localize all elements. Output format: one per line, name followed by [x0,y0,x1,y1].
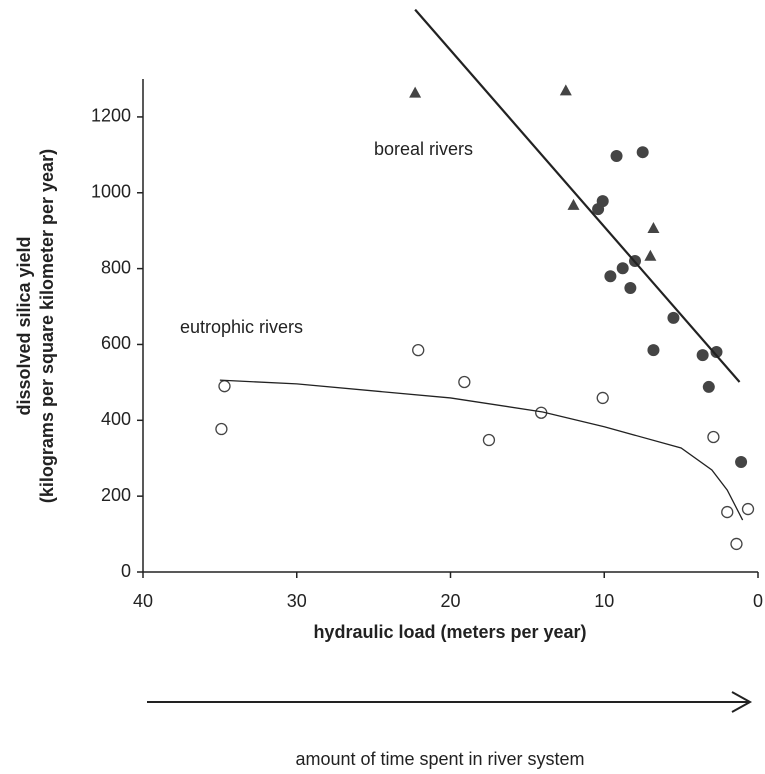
filled-point [702,380,715,393]
x-tick-label: 0 [753,591,763,611]
y-axis-label: dissolved silica yield [14,236,34,415]
filled-point [696,349,709,362]
x-tick-label: 20 [440,591,460,611]
x-tick-label: 30 [287,591,307,611]
x-axis-label: hydraulic load (meters per year) [313,622,586,642]
open-point [458,375,471,389]
filled-point [710,346,723,359]
y-tick-label: 1200 [91,106,131,126]
y-axis-label: (kilograms per square kilometer per year… [37,149,57,503]
triangle-point [567,198,580,210]
filled-point [667,311,680,324]
open-point [482,433,496,447]
filled-point [647,344,660,357]
filled-point [735,456,748,469]
annotation: eutrophic rivers [180,317,303,337]
fit-line [414,8,741,383]
annotation: boreal rivers [374,139,473,159]
filled-point [624,281,637,294]
open-point [412,343,425,357]
triangle-point [559,84,572,96]
x-tick-label: 40 [133,591,153,611]
open-point [741,502,755,516]
time-arrow-head [731,691,753,713]
y-tick-label: 1000 [91,182,131,202]
y-tick-label: 0 [121,561,131,581]
fit-line [219,379,744,521]
y-tick-label: 600 [101,333,131,353]
triangle-point [409,86,422,98]
filled-point [604,270,617,283]
open-point [707,430,720,444]
open-point [596,391,609,405]
y-tick-label: 800 [101,257,131,277]
open-point [218,380,231,393]
open-point [730,537,743,551]
filled-point [616,262,629,275]
y-tick-label: 200 [101,485,131,505]
open-point [215,422,228,436]
open-point [721,505,734,519]
triangle-point [647,222,660,234]
filled-point [610,149,623,162]
triangle-point [644,249,657,261]
x-tick-label: 10 [594,591,614,611]
filled-point [636,146,649,159]
caption: amount of time spent in river system [295,749,584,769]
filled-point [596,195,609,208]
y-tick-label: 400 [101,409,131,429]
